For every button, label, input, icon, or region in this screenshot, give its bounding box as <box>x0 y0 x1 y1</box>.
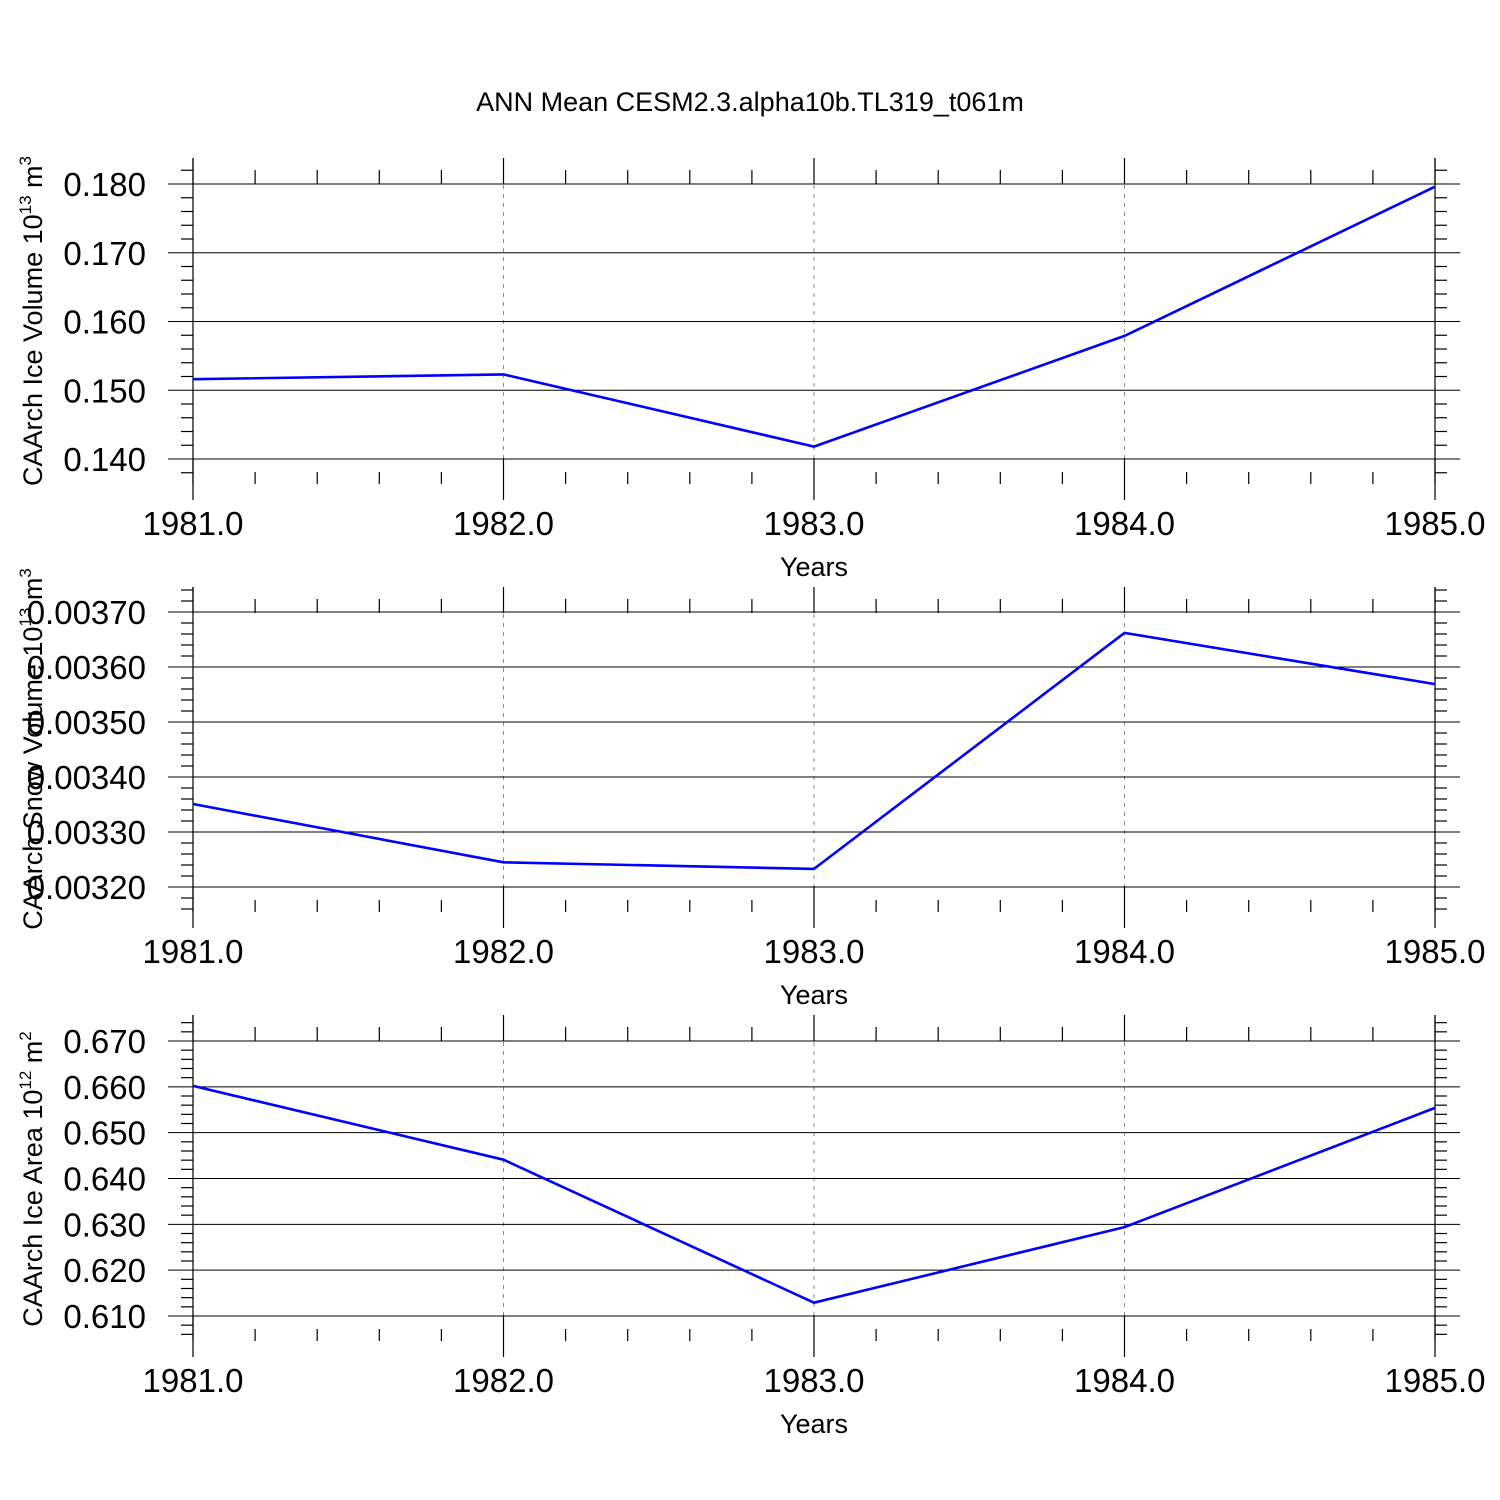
y-axis-title-exponent: 13 <box>16 195 35 214</box>
x-tick-label: 1981.0 <box>143 505 244 542</box>
panel-1: 0.140 0.150 0.160 0.170 0.180 1981.0 1982.0 198… <box>16 156 1485 582</box>
y-axis-title-unit: m <box>18 1041 48 1071</box>
y-axis-title-exponent: 13 <box>16 608 35 627</box>
x-tick-label: 1983.0 <box>764 1362 865 1399</box>
y-tick-label: 0.00320 <box>27 869 146 906</box>
y-tick-label: 0.160 <box>63 304 146 341</box>
y-tick-label: 0.150 <box>63 372 146 409</box>
y-tick-label: 0.140 <box>63 441 146 478</box>
y-tick-label: 0.180 <box>63 166 146 203</box>
y-axis-title-unit-exponent: 3 <box>16 156 35 165</box>
y-axis-title-text: CAArch Ice Area 10 <box>18 1090 48 1327</box>
x-axis-title: Years <box>780 980 848 1010</box>
y-axis-title-unit-exponent: 2 <box>16 1031 35 1040</box>
y-tick-label: 0.00350 <box>27 704 146 741</box>
x-tick-label: 1985.0 <box>1385 505 1486 542</box>
x-tick-label: 1981.0 <box>143 933 244 970</box>
y-tick-label: 0.170 <box>63 235 146 272</box>
panel-2: 0.00320 0.00330 0.00340 0.00350 0.00360 0.003… <box>16 568 1485 1010</box>
x-tick-label: 1985.0 <box>1385 933 1486 970</box>
x-axis-title: Years <box>780 552 848 582</box>
y-axis-title-unit-exponent: 3 <box>16 568 35 577</box>
panels: 0.140 0.150 0.160 0.170 0.180 1981.0 1982.0 198… <box>16 156 1485 1439</box>
y-tick-label: 0.620 <box>63 1252 146 1289</box>
y-tick-label: 0.630 <box>63 1206 146 1243</box>
y-tick-label: 0.640 <box>63 1161 146 1198</box>
y-axis-title-text: CAArch Ice Volume 10 <box>18 214 48 486</box>
y-axis-title-unit: m <box>18 578 48 608</box>
y-tick-label: 0.00330 <box>27 814 146 851</box>
y-axis-title: CAArch Ice Area 1012 m2 <box>16 1031 48 1327</box>
x-tick-label: 1982.0 <box>453 933 554 970</box>
y-axis-title: CAArch Snow Volume 1013 m3 <box>16 568 48 930</box>
data-series-line <box>192 631 1436 871</box>
data-series-line <box>192 1084 1436 1304</box>
y-tick-label: 0.610 <box>63 1298 146 1335</box>
x-tick-label: 1985.0 <box>1385 1362 1486 1399</box>
x-axis-title: Years <box>780 1409 848 1439</box>
x-tick-label: 1984.0 <box>1074 505 1175 542</box>
x-tick-label: 1982.0 <box>453 505 554 542</box>
x-tick-label: 1981.0 <box>143 1362 244 1399</box>
y-tick-label: 0.660 <box>63 1069 146 1106</box>
x-tick-label: 1983.0 <box>764 505 865 542</box>
data-series-line <box>192 185 1436 448</box>
y-tick-label: 0.00340 <box>27 759 146 796</box>
figure-title: ANN Mean CESM2.3.alpha10b.TL319_t061m <box>476 87 1024 117</box>
y-axis-title: CAArch Ice Volume 1013 m3 <box>16 156 48 486</box>
y-tick-label: 0.00360 <box>27 649 146 686</box>
x-tick-label: 1984.0 <box>1074 1362 1175 1399</box>
x-tick-label: 1984.0 <box>1074 933 1175 970</box>
y-axis-title-unit: m <box>18 165 48 195</box>
x-tick-label: 1982.0 <box>453 1362 554 1399</box>
panel-3: 0.610 0.620 0.630 0.640 0.650 0.660 0.670 1981.… <box>16 1015 1485 1439</box>
y-tick-label: 0.00370 <box>27 594 146 631</box>
y-axis-title-text: CAArch Snow Volume 10 <box>18 627 48 930</box>
x-tick-label: 1983.0 <box>764 933 865 970</box>
y-tick-label: 0.670 <box>63 1023 146 1060</box>
y-tick-label: 0.650 <box>63 1115 146 1152</box>
y-axis-title-exponent: 12 <box>16 1071 35 1090</box>
